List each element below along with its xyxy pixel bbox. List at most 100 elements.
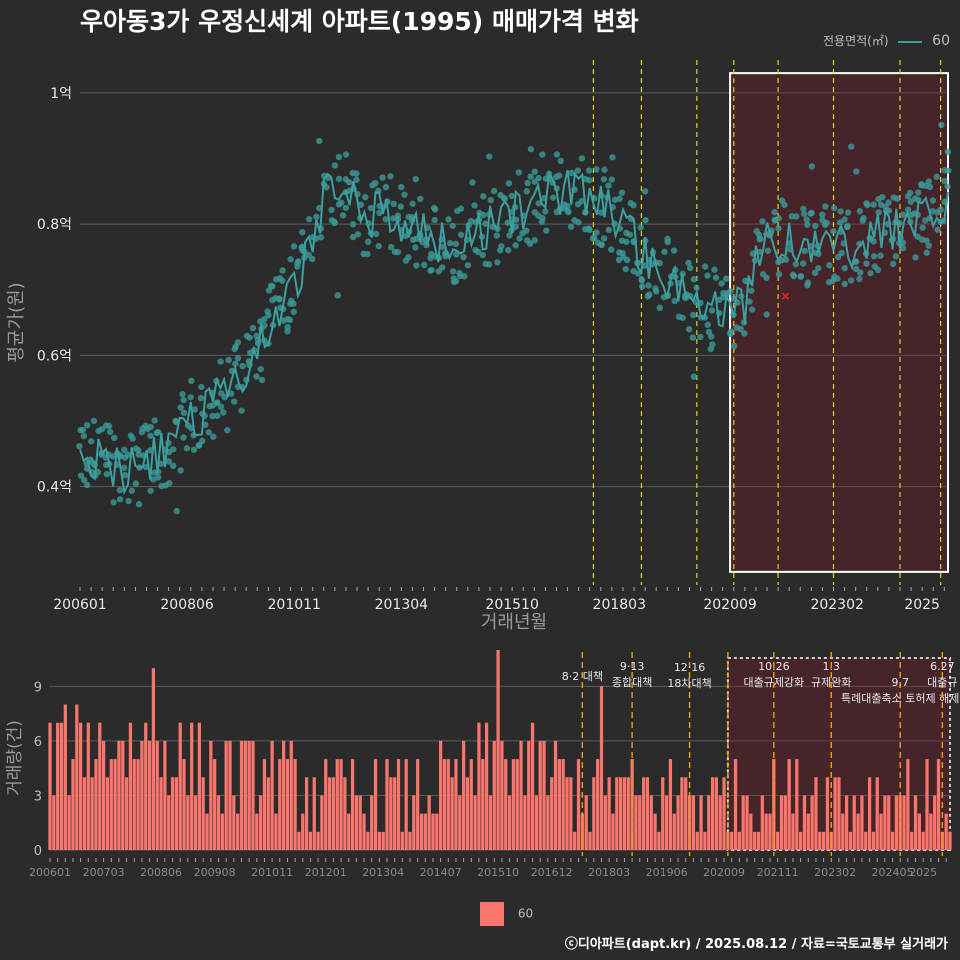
price-point (727, 288, 734, 295)
price-point (857, 269, 864, 276)
price-point (527, 145, 535, 153)
price-point (531, 237, 538, 244)
price-point (877, 252, 884, 259)
price-point (652, 285, 659, 292)
volume-bar (484, 722, 489, 850)
volume-bar (511, 759, 516, 850)
price-point (349, 221, 357, 228)
volume-bar (783, 795, 787, 850)
price-point (316, 137, 323, 145)
price-point (331, 219, 339, 227)
price-point (349, 233, 357, 241)
volume-bar (101, 740, 106, 850)
price-point (737, 325, 744, 333)
price-point (397, 203, 404, 210)
price-point (290, 300, 297, 307)
price-point (353, 170, 360, 177)
price-point (490, 187, 498, 195)
price-point (863, 260, 870, 267)
price-point (106, 428, 114, 436)
price-point (763, 311, 770, 318)
volume-y-tick-label: 9 (34, 680, 42, 695)
volume-bar (626, 777, 630, 850)
volume-bar (718, 795, 722, 850)
price-point (197, 394, 205, 402)
price-point (564, 202, 571, 210)
price-point (693, 284, 700, 291)
volume-bar (105, 777, 110, 850)
price-point (941, 177, 948, 185)
volume-bar (293, 759, 297, 850)
price-point (644, 293, 652, 300)
price-point (933, 173, 940, 180)
price-point (151, 417, 158, 424)
price-point (485, 261, 493, 268)
price-x-axis-title: 거래년월 (481, 612, 547, 633)
price-point (469, 179, 476, 186)
price-point (309, 255, 316, 263)
price-point (253, 373, 260, 380)
price-point (937, 206, 944, 213)
price-point (638, 276, 645, 283)
price-point (464, 262, 472, 269)
price-point (83, 481, 91, 489)
price-point (116, 496, 124, 503)
price-point (445, 216, 452, 223)
price-point (889, 260, 897, 268)
volume-bar (825, 777, 830, 850)
volume-bar (465, 777, 470, 850)
price-point (553, 151, 561, 158)
price-point (209, 412, 216, 420)
volume-x-tick-label: 201201 (305, 866, 347, 879)
price-point (90, 417, 98, 425)
volume-bar (749, 813, 753, 850)
volume-x-tick-label: 2025 (909, 866, 937, 879)
price-point (405, 254, 412, 261)
volume-bar (335, 759, 339, 850)
price-point (234, 339, 242, 346)
volume-bar (523, 795, 527, 850)
price-point (526, 240, 534, 247)
price-point (188, 377, 195, 385)
volume-bar (113, 759, 117, 850)
volume-bar (879, 813, 883, 850)
volume-x-tick-label: 200908 (194, 866, 236, 879)
volume-bar (79, 722, 83, 850)
volume-bar (308, 831, 313, 850)
price-point (564, 207, 571, 214)
volume-y-axis-title: 거래량(건) (5, 720, 25, 796)
volume-policy-label: 18차대책 (667, 677, 711, 690)
volume-bar (492, 740, 496, 850)
volume-bar (121, 740, 125, 850)
price-point (239, 362, 246, 370)
volume-bar (730, 831, 734, 850)
price-x-tick-label: 201011 (268, 597, 321, 613)
price-point (427, 267, 434, 274)
volume-bar (664, 795, 669, 850)
price-cross-marker (781, 292, 790, 300)
volume-bar (266, 777, 270, 850)
price-point (205, 429, 212, 436)
price-point (567, 223, 575, 230)
price-point (524, 179, 531, 187)
volume-bar (668, 759, 673, 850)
price-point (938, 121, 945, 129)
price-x-tick-label: 201803 (593, 597, 646, 613)
chart-title: 우아동3가 우정신세계 아파트(1995) 매매가격 변화 (80, 7, 639, 36)
volume-bar (603, 795, 607, 850)
volume-bar (52, 795, 56, 850)
price-point (585, 225, 593, 232)
price-point (457, 231, 465, 239)
price-point (601, 166, 608, 173)
price-point (800, 205, 807, 212)
volume-bar (833, 777, 837, 850)
volume-bar (856, 813, 860, 850)
price-point (372, 179, 379, 187)
price-point (841, 216, 848, 223)
price-point (389, 215, 397, 222)
volume-bar (205, 813, 209, 850)
volume-bar (167, 795, 171, 850)
volume-bar (611, 813, 615, 850)
footer-credit: ⓒ디아파트(dapt.kr) / 2025.08.12 / 자료=국토교통부 실… (564, 937, 948, 952)
price-point (452, 240, 460, 248)
